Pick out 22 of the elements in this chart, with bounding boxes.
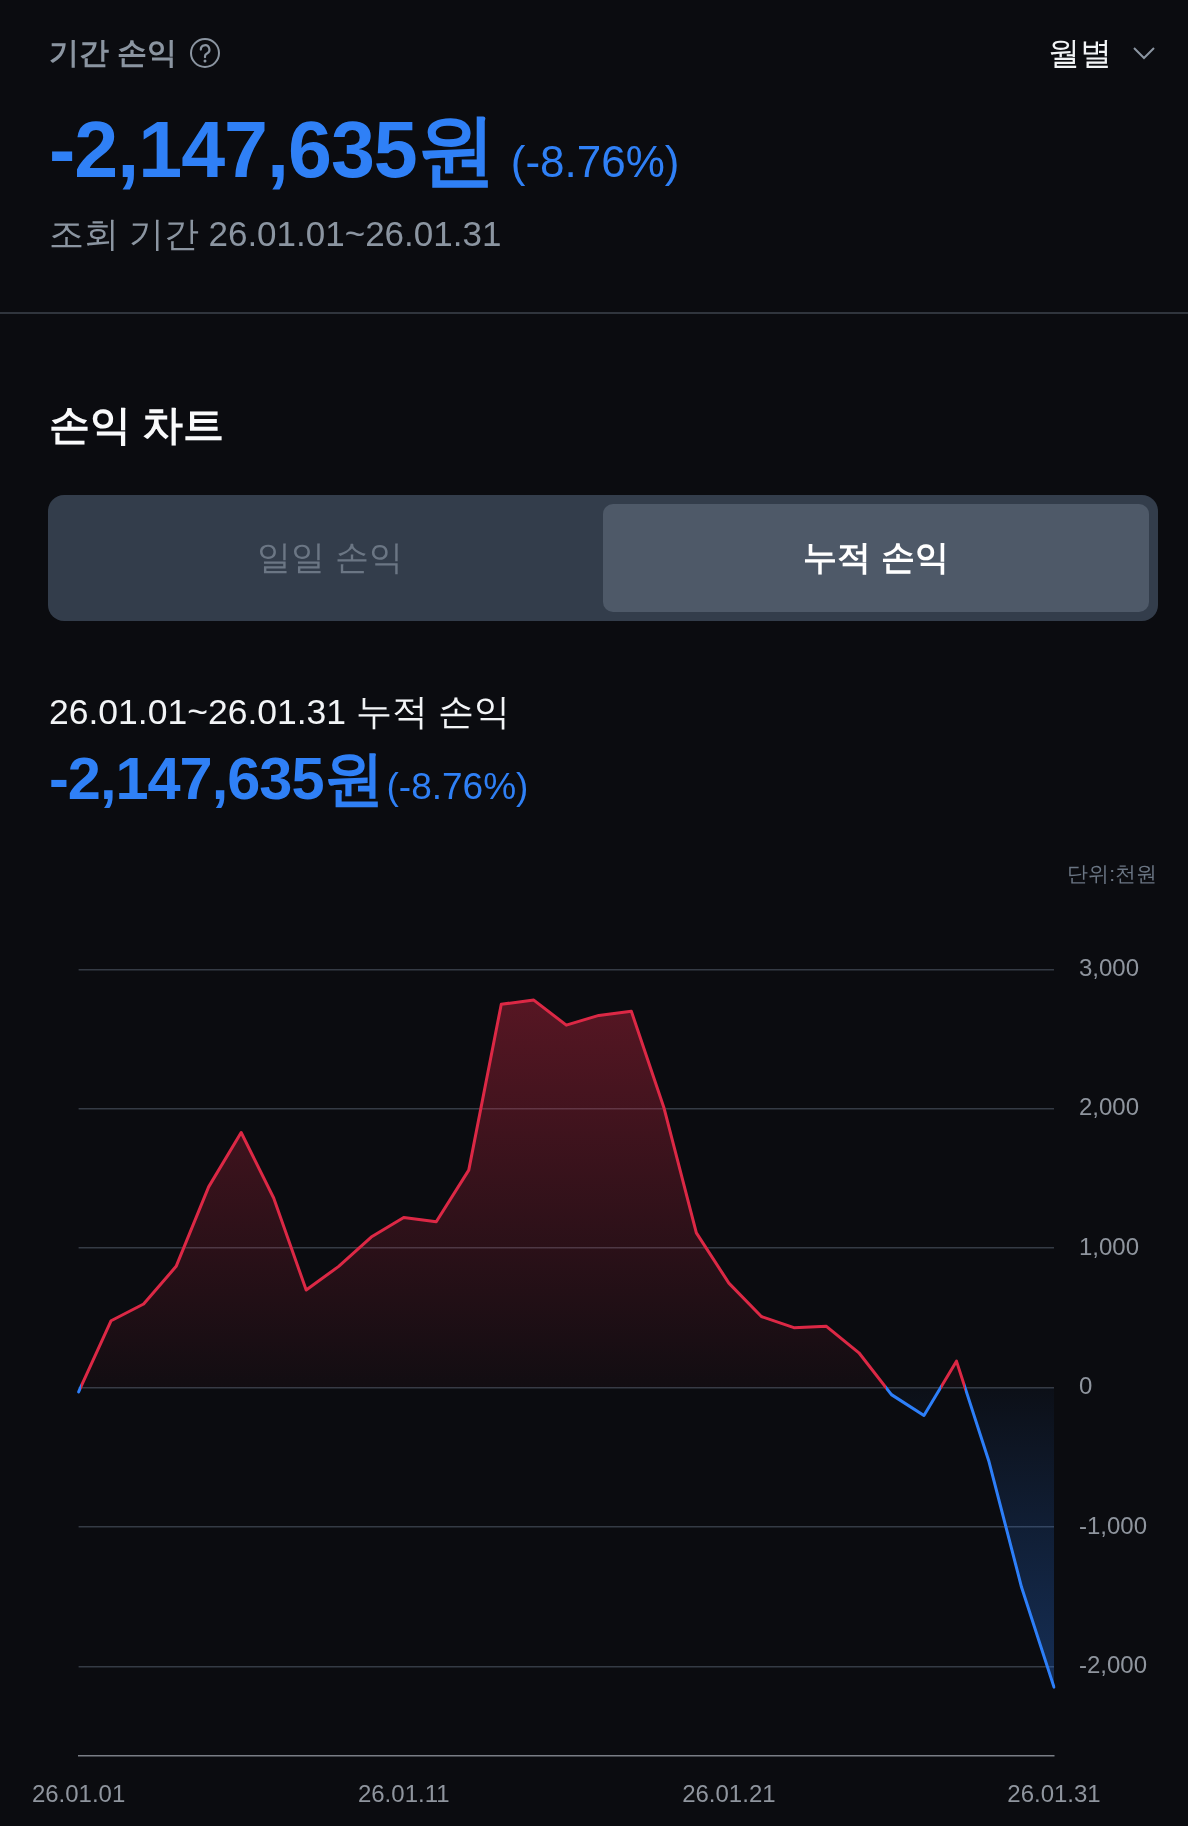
text: (-8.76%) xyxy=(510,137,680,187)
x-tick-label: 26.01.01 xyxy=(31,1780,126,1808)
text: 누적 손익 xyxy=(603,504,1149,612)
y-tick-label: 1,000 xyxy=(1079,1232,1140,1260)
text: -2,147,635원 xyxy=(49,745,383,812)
text: -2,147,635원 xyxy=(49,105,495,194)
text: 기간 손익 xyxy=(49,35,178,71)
text: 월별 xyxy=(1048,34,1112,73)
y-axis-title: 단위:천원 xyxy=(1067,861,1157,887)
y-tick-label: -2,000 xyxy=(1079,1651,1148,1679)
x-tick-label: 26.01.11 xyxy=(357,1780,450,1808)
chart-subtitle: 26.01.01~26.01.31 누적 손익 xyxy=(49,692,510,732)
chart-title: 손익 차트 xyxy=(49,401,225,450)
y-tick-label: 3,000 xyxy=(1079,954,1140,982)
text: 조회 기간 26.01.01~26.01.31 xyxy=(49,214,502,254)
x-tick-label: 26.01.31 xyxy=(1007,1780,1101,1808)
y-tick-label: 2,000 xyxy=(1079,1093,1140,1121)
text: (-8.76%) xyxy=(386,766,529,808)
y-tick-label: -1,000 xyxy=(1079,1511,1148,1539)
y-tick-label: 0 xyxy=(1079,1372,1093,1400)
text: 일일 손익 xyxy=(57,504,603,612)
x-tick-label: 26.01.21 xyxy=(682,1780,776,1808)
